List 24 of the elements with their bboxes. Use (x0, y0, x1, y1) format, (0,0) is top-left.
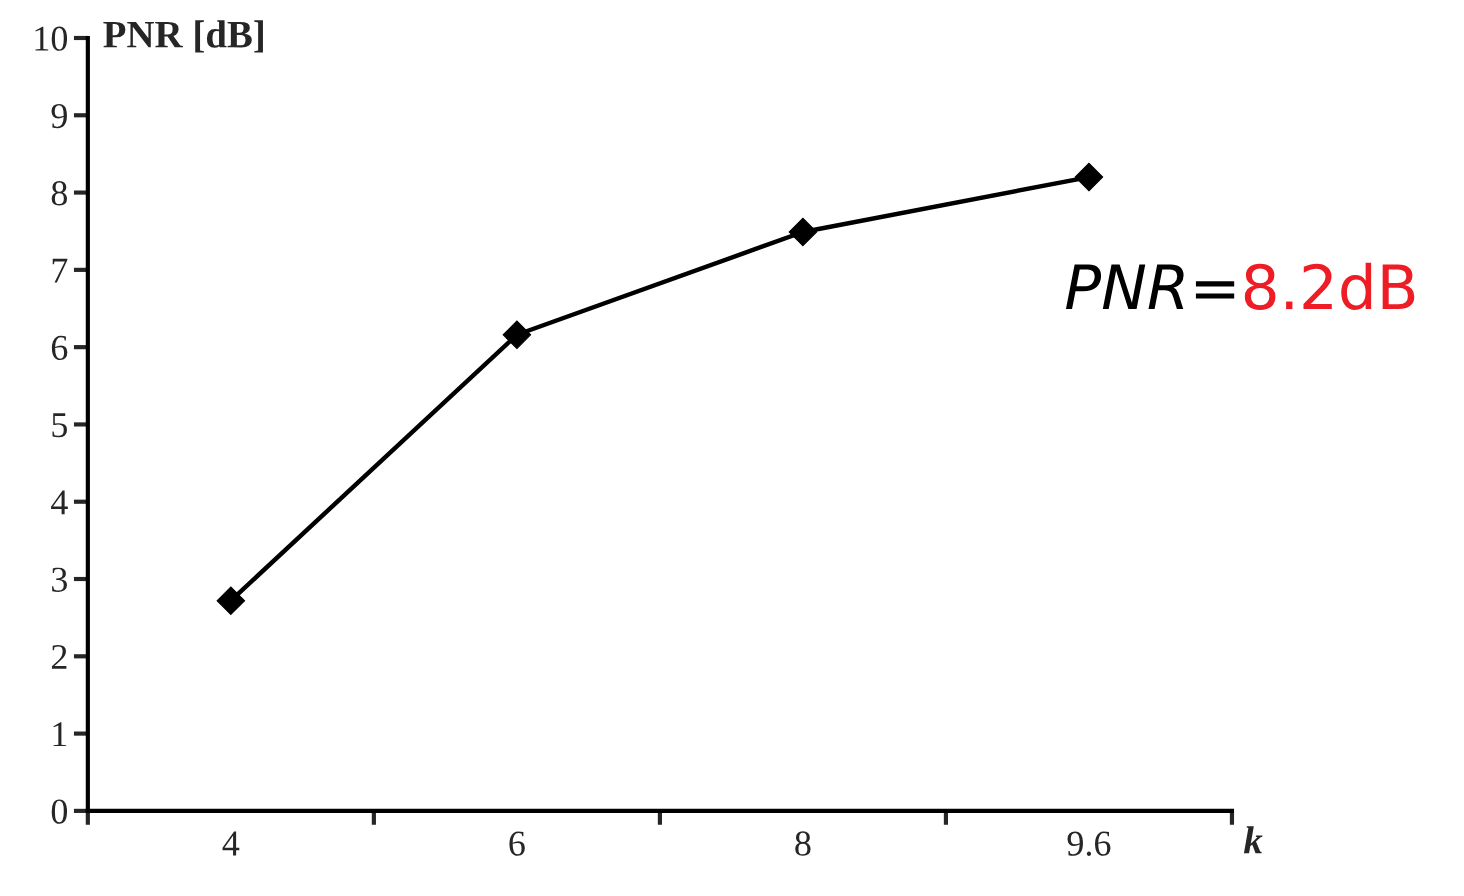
y-tick-label: 10 (35, 26, 68, 51)
y-tick-label: 7 (52, 258, 68, 283)
y-tick-label: 0 (51, 799, 68, 824)
y-tick-label: 2 (51, 644, 67, 669)
annotation: PNR (1065, 264, 1184, 310)
x-tick-label: 6 (509, 831, 525, 856)
annotation: = (1195, 281, 1235, 299)
x-axis-title: k (1243, 826, 1263, 854)
x-tick-label: 8 (795, 831, 811, 856)
point (502, 320, 532, 350)
y-tick-label: 3 (52, 567, 67, 592)
y-tick-label: 5 (52, 413, 67, 438)
y-tick-label: 8 (51, 181, 68, 206)
text: 8.2dB (1244, 262, 1415, 310)
point (216, 586, 246, 615)
x-tick-label: 9.6 (1067, 831, 1111, 856)
point (1074, 162, 1104, 192)
y-tick-label: 1 (53, 722, 67, 747)
point (788, 217, 818, 247)
x-tick-label: 4 (222, 831, 240, 856)
y-tick-label: 6 (51, 335, 68, 361)
y-axis-title: PNR [dB] (103, 20, 263, 53)
y-tick-label: 9 (51, 103, 67, 129)
y-tick-label: 4 (51, 490, 68, 515)
